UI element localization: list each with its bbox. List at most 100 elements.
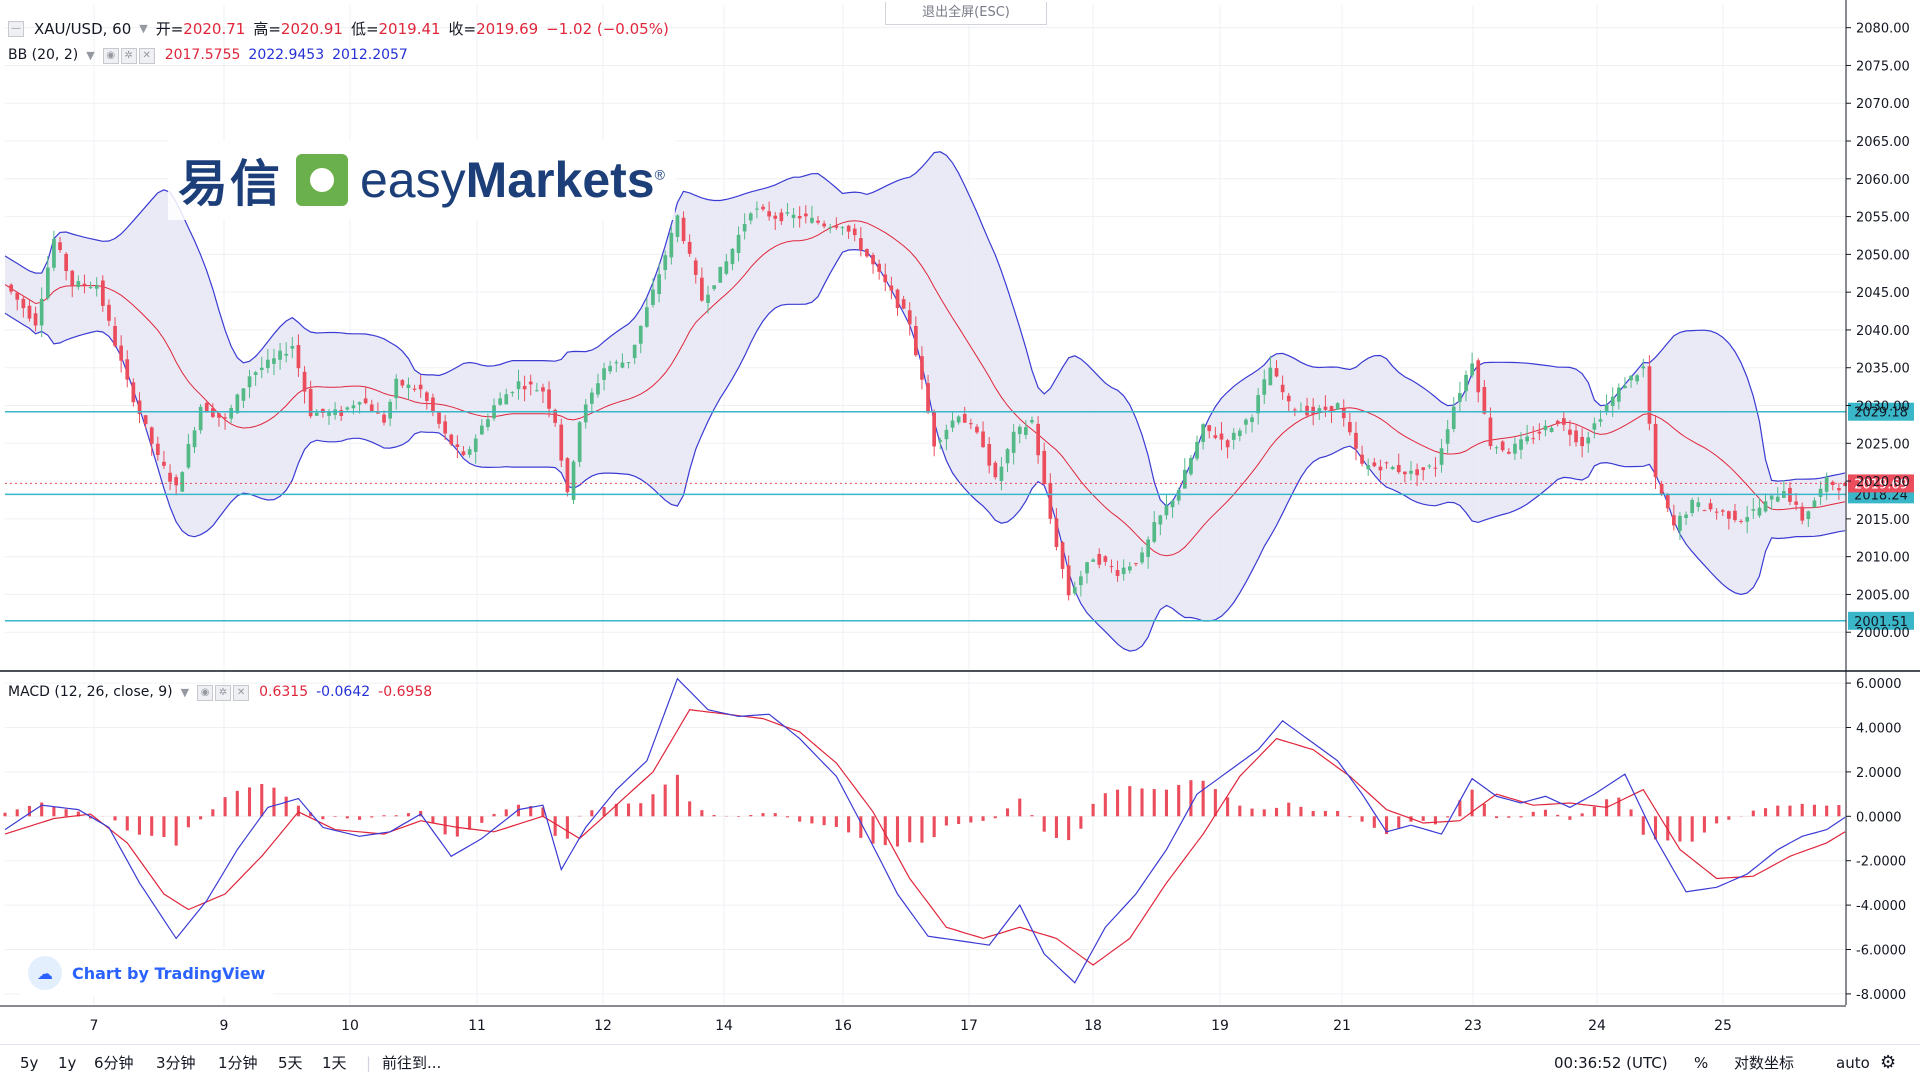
candle-body [284, 353, 289, 356]
candle-body [327, 411, 331, 416]
macd-tick-label: -2.0000 [1856, 855, 1906, 870]
x-tick-label: 19 [1211, 1018, 1229, 1034]
eye-icon[interactable]: ◉ [102, 48, 119, 64]
chevron-down-icon[interactable]: ▼ [139, 22, 148, 35]
candle-body [1427, 465, 1432, 467]
exit-fullscreen-button[interactable]: 退出全屏(ESC) [885, 2, 1047, 25]
candle-body [400, 380, 405, 386]
tradingview-branding[interactable]: ☁ Chart by TradingView [20, 950, 274, 996]
candle-body [852, 228, 857, 236]
close-value: 2019.69 [476, 20, 539, 38]
range-1y[interactable]: 1y [58, 1054, 77, 1072]
candle-body [834, 225, 839, 228]
branding-text[interactable]: Chart by TradingView [72, 963, 266, 983]
candle-body [431, 397, 435, 412]
candle-body [535, 390, 539, 392]
candle-body [235, 394, 240, 414]
price-tick-label: 2050.00 [1856, 248, 1910, 263]
candle-body [1464, 374, 1468, 392]
candle-body [1305, 405, 1309, 416]
candle-body [883, 274, 888, 283]
candle-body [1164, 505, 1169, 516]
range-5y[interactable]: 5y [20, 1054, 39, 1072]
candle-body [712, 285, 716, 289]
gear-icon[interactable]: ✲ [215, 685, 232, 701]
eye-icon[interactable]: ◉ [197, 685, 214, 701]
candle-body [895, 289, 900, 308]
candle-body [1097, 554, 1102, 565]
price-tick-label: 2040.00 [1856, 324, 1910, 339]
candle-body [1672, 515, 1676, 526]
candle-body [357, 402, 362, 405]
candle-body [1470, 363, 1474, 376]
candle-body [241, 388, 246, 401]
candle-body [1170, 500, 1175, 508]
candle-body [981, 431, 985, 448]
candle-body [1647, 366, 1652, 424]
macd-legend-name[interactable]: MACD (12, 26, close, 9) [8, 684, 173, 700]
collapse-icon[interactable]: — [8, 20, 24, 37]
log-scale-toggle[interactable]: 对数坐标 [1734, 1054, 1795, 1072]
low-label: 低= [350, 20, 379, 38]
auto-scale-toggle[interactable]: auto [1836, 1054, 1870, 1072]
x-tick-label: 21 [1333, 1018, 1351, 1034]
bb-legend: BB (20, 2) ▼ ◉ ✲ ✕ 2017.5755 2022.9453 201… [8, 46, 408, 64]
candle-body [1800, 506, 1805, 521]
candle-body [547, 389, 551, 409]
range-6m[interactable]: 6分钟 [94, 1054, 134, 1072]
percent-toggle[interactable]: % [1694, 1054, 1709, 1072]
candle-body [1231, 432, 1236, 440]
candle-body [1598, 419, 1603, 422]
candle-body [1366, 465, 1371, 470]
candle-body [363, 398, 368, 404]
candle-body [938, 440, 943, 442]
range-5d[interactable]: 5天 [278, 1054, 303, 1072]
range-1m[interactable]: 1分钟 [218, 1054, 258, 1072]
candle-body [131, 382, 136, 403]
candle-body [1323, 406, 1328, 410]
x-tick-label: 12 [594, 1018, 612, 1034]
candle-body [1837, 488, 1841, 491]
bb-basis-line [4, 220, 1846, 557]
utc-time[interactable]: 00:36:52 (UTC) [1554, 1054, 1668, 1072]
candle-body [1574, 430, 1578, 443]
candle-body [1005, 449, 1010, 464]
candle-body [1678, 515, 1682, 531]
candle-body [107, 304, 111, 321]
candle-body [748, 213, 753, 221]
candle-body [1635, 375, 1639, 382]
close-icon[interactable]: ✕ [138, 48, 155, 64]
candle-body [822, 223, 826, 227]
candle-body [296, 345, 301, 369]
candle-body [993, 462, 998, 478]
candle-body [418, 384, 423, 390]
gear-icon[interactable]: ✲ [120, 48, 137, 64]
symbol-title[interactable]: XAU/USD, 60 [34, 19, 132, 38]
range-1d[interactable]: 1天 [322, 1054, 347, 1072]
chevron-down-icon[interactable]: ▼ [180, 685, 190, 699]
candle-body [571, 461, 576, 500]
candle-body [278, 350, 282, 360]
candle-body [614, 362, 619, 364]
candle-body [1354, 432, 1358, 449]
candle-body [1494, 447, 1499, 449]
candle-body [1617, 387, 1621, 402]
candle-body [718, 266, 723, 283]
x-tick-label: 25 [1714, 1018, 1732, 1034]
candle-body [168, 472, 172, 482]
candle-body [1409, 470, 1413, 474]
candle-body [577, 422, 582, 462]
macd-tick-label: 0.0000 [1856, 810, 1902, 825]
goto-button[interactable]: 前往到... [382, 1054, 442, 1072]
close-icon[interactable]: ✕ [233, 685, 250, 701]
candle-body [761, 206, 765, 210]
bb-legend-name[interactable]: BB (20, 2) [8, 47, 79, 63]
price-tick-label: 2030.00 [1856, 400, 1910, 415]
range-3m[interactable]: 3分钟 [156, 1054, 196, 1072]
candle-body [382, 414, 386, 423]
macd-tick-label: 6.0000 [1856, 677, 1902, 692]
candle-body [1244, 419, 1248, 425]
chevron-down-icon[interactable]: ▼ [86, 48, 95, 62]
candle-body [1720, 510, 1725, 512]
gear-icon[interactable]: ⚙ [1880, 1052, 1897, 1073]
